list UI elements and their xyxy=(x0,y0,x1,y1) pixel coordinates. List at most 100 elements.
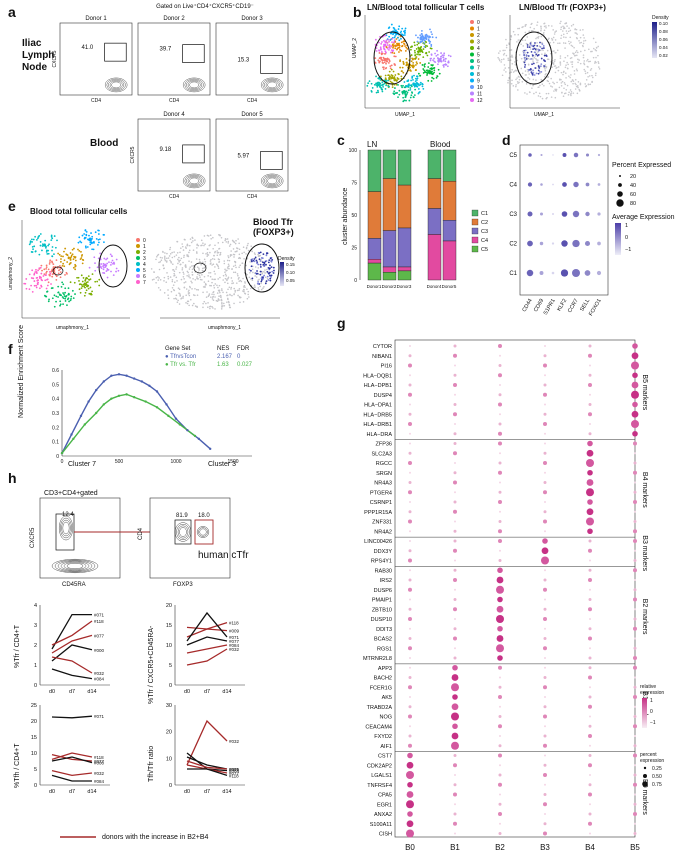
umap-point-gray xyxy=(562,25,564,28)
umap-point xyxy=(394,47,397,50)
contour-ring xyxy=(182,173,206,189)
umap-point-gray xyxy=(524,52,526,54)
umap-point xyxy=(417,42,420,45)
umap-point xyxy=(424,71,426,74)
umap-point xyxy=(416,43,419,46)
umap-point xyxy=(445,63,448,66)
umap-point-gray xyxy=(586,60,588,62)
umap-point xyxy=(437,68,440,71)
umap-point xyxy=(375,47,378,49)
umap-point xyxy=(410,79,413,82)
umap-point xyxy=(385,59,388,62)
contour-ring xyxy=(260,173,284,189)
umap-point xyxy=(430,54,433,56)
umap-point xyxy=(425,71,428,74)
umap-point xyxy=(388,40,390,43)
umap-point xyxy=(382,39,385,42)
umap-point xyxy=(391,50,394,53)
umap-point xyxy=(388,76,391,79)
umap-point xyxy=(392,27,395,29)
umap-point xyxy=(430,43,433,46)
donor-label: #032 xyxy=(94,771,105,776)
donor-label: Donor 4 xyxy=(163,112,185,118)
umap-point-gray xyxy=(565,64,567,66)
umap-point xyxy=(429,59,432,62)
umap-point-gray xyxy=(507,57,509,60)
umap-point-gray xyxy=(564,92,567,95)
umap-point xyxy=(416,53,419,56)
umap-point xyxy=(412,64,414,67)
panel-label-a: a xyxy=(8,4,16,20)
umap-point xyxy=(397,96,399,98)
umap-point xyxy=(391,44,394,46)
umap-point-gray xyxy=(531,29,534,32)
umap-point-gray xyxy=(532,84,534,87)
umap-point xyxy=(402,96,405,99)
umap-point-gray xyxy=(564,83,567,86)
umap-point xyxy=(384,44,386,46)
umap-point xyxy=(424,34,427,37)
umap-point-gray xyxy=(536,36,539,39)
umap-point-gray xyxy=(512,85,515,87)
umap-point xyxy=(430,47,433,50)
umap-point xyxy=(379,60,381,63)
contour-ring xyxy=(187,80,201,90)
umap-point xyxy=(381,88,383,91)
y-tick: 5 xyxy=(169,663,172,669)
umap-point-gray xyxy=(582,56,585,59)
umap-point xyxy=(417,50,419,53)
umap-point xyxy=(393,93,396,96)
umap-point xyxy=(379,75,382,78)
umap-point xyxy=(386,47,389,50)
umap-point xyxy=(401,27,404,30)
umap-point xyxy=(426,69,429,72)
umap-point-gray xyxy=(570,91,573,93)
umap-point xyxy=(403,90,406,93)
umap-point-gray xyxy=(568,75,570,77)
umap-point xyxy=(388,26,391,29)
umap-point-gray xyxy=(554,71,557,74)
umap-point-gray xyxy=(575,68,578,70)
donor-label: #071 xyxy=(94,613,105,618)
umap-point-gray xyxy=(574,32,577,34)
umap-point xyxy=(419,47,422,50)
umap-point xyxy=(387,85,390,87)
umap-point-gray xyxy=(564,72,567,74)
umap-point xyxy=(391,41,393,44)
umap-point xyxy=(384,87,387,90)
umap-point xyxy=(432,67,435,70)
umap-point xyxy=(432,77,435,80)
umap-point xyxy=(409,96,412,99)
panel-label-d: d xyxy=(502,132,511,148)
umap-point-gray xyxy=(509,59,512,61)
umap-point-gray xyxy=(544,52,546,55)
flow1-xlabel: CD45RA xyxy=(62,582,86,588)
umap-point-gray xyxy=(562,30,564,32)
umap-point-gray xyxy=(518,81,520,84)
contour-ring xyxy=(186,79,203,91)
panel-label-e: e xyxy=(8,198,16,214)
umap-point-gray xyxy=(516,80,519,83)
umap-point xyxy=(375,75,377,78)
umap-point xyxy=(411,77,414,79)
umap-point xyxy=(423,36,425,39)
donor-label: Donor 2 xyxy=(163,16,185,22)
umap-point xyxy=(401,86,403,89)
umap-point-gray xyxy=(521,39,524,41)
umap-point-gray xyxy=(528,78,531,80)
umap-point xyxy=(409,88,412,91)
donor-label: Donor 5 xyxy=(241,112,263,118)
umap-point xyxy=(401,66,404,69)
umap-point xyxy=(414,51,416,54)
umap-point xyxy=(406,91,409,94)
umap-point xyxy=(385,62,387,65)
contour-ring xyxy=(187,176,201,186)
umap-point xyxy=(405,46,408,49)
umap-point xyxy=(379,47,382,50)
umap-point-gray xyxy=(546,49,549,52)
umap-point-gray xyxy=(578,59,580,61)
umap-point-gray xyxy=(565,77,567,79)
umap-point xyxy=(379,46,382,49)
